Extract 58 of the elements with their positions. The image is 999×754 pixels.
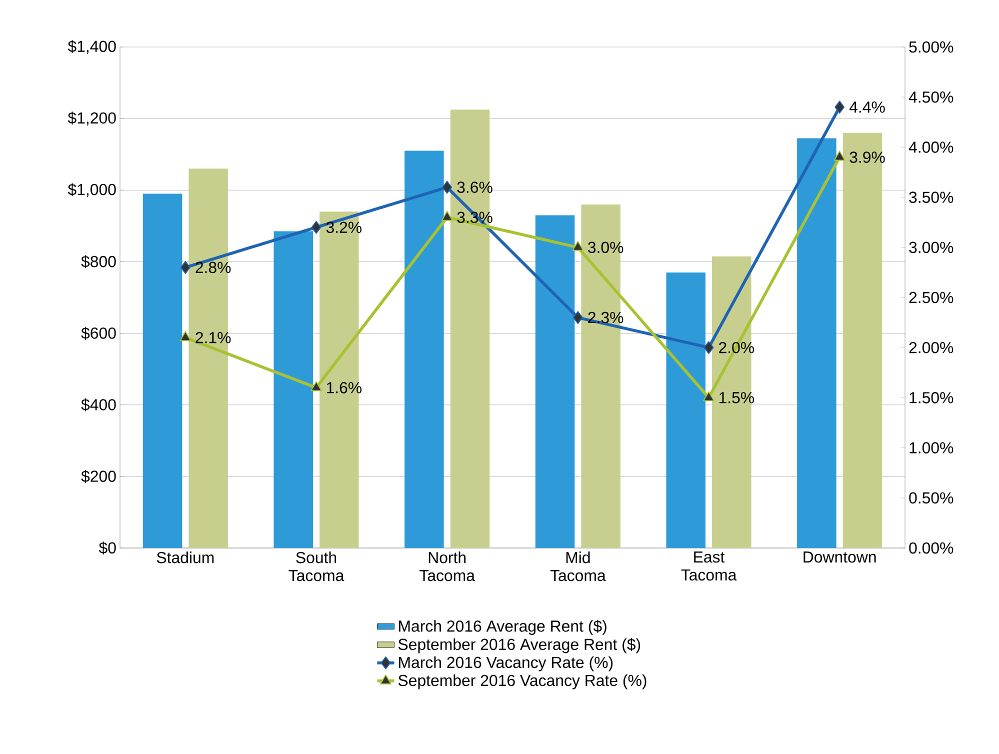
bar (142, 194, 182, 548)
y2-tick-label: 3.00% (909, 242, 954, 254)
y2-tick-label: 1.50% (910, 392, 954, 404)
data-label: 3.9% (850, 152, 885, 163)
y-tick-label: $1,400 (68, 40, 116, 54)
x-tick-label: North Tacoma (420, 552, 475, 582)
point (704, 341, 714, 354)
data-label: 3.2% (326, 222, 362, 233)
bar (535, 215, 575, 548)
x-tick-label: East Tacoma (681, 552, 737, 581)
point (180, 331, 192, 342)
bar (274, 231, 313, 548)
point (703, 391, 714, 402)
data-label: 2.1% (196, 332, 231, 344)
data-label: 3.0% (588, 242, 624, 254)
y2-tick-label: 0.00% (909, 542, 954, 554)
y-tick-label: $1,200 (68, 112, 116, 126)
y-tick-label: $400 (81, 398, 116, 412)
data-label: 1.6% (326, 382, 362, 394)
y-tick-label: $800 (81, 255, 116, 268)
legend-label: September 2016 Vacancy Rate (%) (398, 674, 646, 690)
y2-tick-label: 4.50% (908, 91, 954, 103)
bar (797, 138, 836, 548)
legend-label: March 2016 Average Rent ($) (399, 620, 606, 635)
data-label: 4.4% (849, 102, 885, 113)
bar (666, 272, 706, 548)
data-label: 2.0% (719, 342, 754, 354)
point (834, 100, 845, 114)
x-tick-label: Stadium (156, 552, 214, 564)
y-tick-label: $600 (81, 326, 116, 340)
y2-tick-label: 0.50% (909, 492, 954, 504)
point (442, 180, 452, 194)
y2-tick-label: 4.00% (908, 142, 954, 153)
x-tick-label: Mid Tacoma (550, 552, 606, 582)
data-label: 3.6% (457, 182, 492, 193)
bar (404, 150, 444, 548)
point (441, 210, 453, 221)
legend-label: September 2016 Average Rent ($) (398, 638, 640, 654)
data-label: 2.8% (196, 262, 231, 274)
x-tick-label: South Tacoma (288, 552, 344, 582)
y2-tick-label: 3.50% (909, 192, 954, 203)
data-label: 1.5% (719, 392, 754, 404)
y-tick-label: $200 (81, 470, 116, 483)
y-tick-label: $0 (98, 542, 116, 554)
y2-tick-label: 2.00% (909, 342, 954, 354)
point (834, 150, 846, 161)
y2-tick-label: 1.00% (910, 442, 954, 454)
x-tick-label: Downtown (804, 552, 876, 563)
legend-label: March 2016 Vacancy Rate (%) (399, 656, 613, 672)
y2-tick-label: 5.00% (909, 41, 954, 53)
y2-tick-label: 2.50% (909, 292, 954, 304)
point (310, 381, 322, 392)
data-label: 2.3% (588, 312, 624, 324)
point (572, 311, 583, 324)
point (311, 220, 322, 234)
point (180, 260, 190, 274)
point (572, 240, 584, 251)
y-tick-label: $1,000 (68, 183, 116, 198)
